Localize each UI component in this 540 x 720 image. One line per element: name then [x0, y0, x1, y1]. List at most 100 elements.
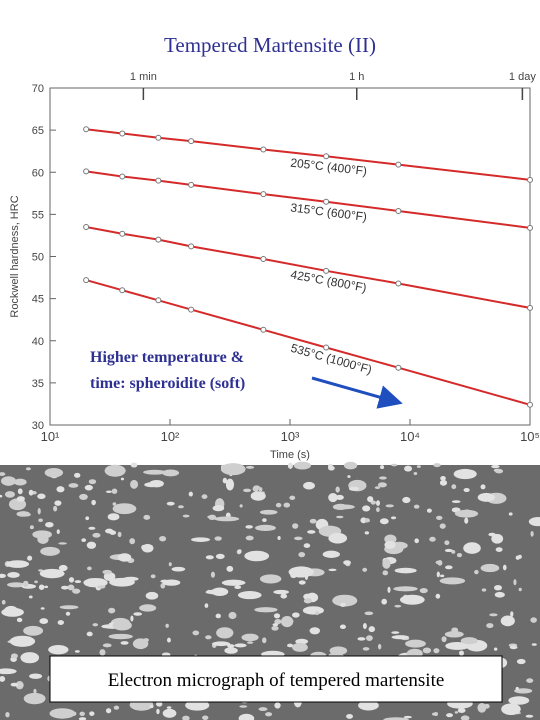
series-line	[85, 279, 531, 406]
carbide-particle	[15, 680, 24, 690]
carbide-particle	[6, 560, 30, 568]
carbide-particle	[271, 625, 279, 631]
carbide-particle	[444, 631, 464, 638]
carbide-particle	[530, 531, 534, 537]
carbide-particle	[292, 642, 308, 652]
carbide-particle	[457, 707, 466, 713]
data-point	[260, 256, 267, 263]
carbide-particle	[258, 707, 268, 712]
carbide-particle	[480, 484, 486, 490]
data-point	[395, 161, 402, 168]
carbide-particle	[10, 653, 18, 659]
carbide-particle	[58, 542, 67, 545]
carbide-particle	[394, 567, 417, 574]
carbide-particle	[56, 529, 60, 535]
carbide-particle	[515, 686, 519, 691]
data-point	[323, 267, 330, 274]
carbide-particle	[162, 708, 177, 718]
carbide-particle	[339, 624, 347, 629]
x-tick-label: 10²	[161, 429, 180, 444]
data-point	[155, 297, 162, 304]
caption: Electron micrograph of tempered martensi…	[108, 670, 445, 691]
series-line	[86, 128, 531, 181]
carbide-particle	[362, 505, 371, 512]
carbide-particle	[107, 513, 120, 521]
carbide-particle	[380, 465, 385, 470]
carbide-particle	[332, 594, 358, 607]
carbide-particle	[108, 633, 133, 640]
carbide-particle	[71, 711, 77, 716]
carbide-particle	[79, 711, 85, 717]
carbide-particle	[112, 503, 137, 515]
carbide-particle	[459, 650, 464, 656]
carbide-particle	[429, 536, 436, 542]
carbide-particle	[419, 587, 428, 594]
carbide-particle	[7, 572, 20, 578]
carbide-particle	[143, 514, 151, 520]
carbide-particle	[56, 486, 65, 493]
carbide-particle	[394, 604, 402, 608]
carbide-particle	[273, 613, 281, 619]
carbide-particle	[298, 580, 306, 585]
carbide-particle	[23, 625, 44, 636]
carbide-particle	[34, 580, 38, 584]
carbide-particle	[445, 565, 453, 570]
carbide-particle	[531, 643, 537, 646]
carbide-particle	[439, 479, 448, 486]
carbide-particle	[307, 530, 316, 534]
x-tick-label: 10⁵	[520, 429, 540, 444]
carbide-particle	[390, 516, 397, 520]
carbide-particle	[33, 688, 37, 694]
carbide-particle	[403, 715, 412, 719]
carbide-particle	[205, 589, 228, 595]
carbide-particle	[343, 560, 351, 565]
carbide-particle	[166, 501, 175, 506]
carbide-particle	[364, 531, 370, 535]
carbide-particle	[88, 479, 97, 485]
carbide-particle	[216, 627, 234, 639]
carbide-particle	[57, 620, 64, 626]
carbide-particle	[102, 643, 112, 648]
carbide-particle	[83, 577, 108, 588]
carbide-particle	[494, 469, 504, 474]
carbide-particle	[39, 618, 49, 625]
data-point	[83, 277, 90, 284]
carbide-particle	[28, 595, 33, 599]
carbide-particle	[16, 617, 23, 623]
carbide-particle	[508, 696, 530, 705]
carbide-particle	[130, 462, 138, 468]
carbide-particle	[525, 714, 534, 718]
carbide-particle	[120, 477, 125, 481]
carbide-particle	[221, 579, 246, 586]
carbide-particle	[382, 570, 389, 576]
carbide-particle	[500, 615, 515, 627]
carbide-particle	[130, 577, 135, 583]
carbide-particle	[481, 588, 487, 592]
carbide-particle	[480, 563, 500, 573]
data-point	[323, 153, 330, 160]
carbide-particle	[446, 713, 453, 718]
carbide-particle	[272, 623, 279, 627]
carbide-particle	[347, 475, 351, 479]
carbide-particle	[97, 585, 106, 589]
carbide-particle	[132, 638, 149, 650]
carbide-particle	[362, 647, 370, 651]
data-point	[323, 198, 330, 205]
carbide-particle	[433, 648, 440, 654]
carbide-particle	[239, 504, 243, 508]
carbide-particle	[258, 487, 263, 492]
carbide-particle	[502, 564, 507, 571]
carbide-particle	[255, 524, 276, 531]
carbide-particle	[37, 493, 46, 500]
carbide-particle	[23, 692, 46, 705]
carbide-particle	[238, 713, 255, 720]
carbide-particle	[182, 514, 190, 518]
carbide-particle	[364, 518, 370, 523]
carbide-particle	[207, 515, 212, 519]
carbide-particle	[160, 583, 166, 589]
carbide-particle	[9, 635, 36, 647]
carbide-particle	[303, 481, 315, 490]
data-point	[527, 224, 533, 231]
carbide-particle	[433, 711, 438, 717]
carbide-particle	[0, 472, 6, 476]
